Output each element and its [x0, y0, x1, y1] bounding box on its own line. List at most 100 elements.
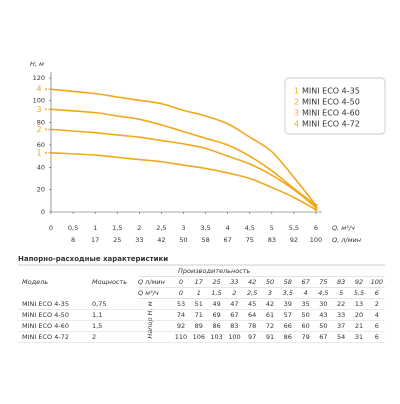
- group-header: Производительность: [178, 267, 251, 275]
- q-m3h: 4: [304, 289, 308, 297]
- end-dot: [314, 208, 318, 212]
- x2-tick-label: 58: [201, 236, 209, 244]
- model: MINI ECO 4-60: [22, 322, 69, 330]
- cell: 100: [228, 333, 240, 341]
- y-tick-label: 20: [37, 186, 45, 194]
- x2-tick-label: 75: [246, 236, 254, 244]
- cell: 67: [230, 311, 238, 319]
- q-m3h: 3,5: [283, 289, 293, 297]
- x-tick-label: 2,5: [156, 224, 166, 232]
- cell: 50: [301, 311, 309, 319]
- curve: [50, 128, 317, 209]
- model: MINI ECO 4-50: [22, 311, 69, 319]
- x-tick-label: 1: [93, 224, 97, 232]
- q-lmin-label: Q л/мин: [138, 278, 165, 286]
- x-tick-label: 5: [270, 224, 274, 232]
- x-tick-label: 0,5: [68, 224, 78, 232]
- x2-tick-label: 100: [310, 236, 322, 244]
- q-m3h: 1,5: [211, 289, 221, 297]
- y-tick-label: 100: [33, 96, 45, 104]
- legend-marker: 1: [294, 87, 299, 96]
- y-axis-label: H, м: [30, 60, 44, 68]
- cell: 51: [195, 300, 203, 308]
- model: MINI ECO 4-35: [22, 300, 69, 308]
- x2-tick-label: 50: [179, 236, 187, 244]
- curve: [50, 88, 317, 206]
- cell: 47: [230, 300, 238, 308]
- cell: 13: [355, 300, 363, 308]
- cell: 79: [301, 333, 309, 341]
- cell: 57: [284, 311, 292, 319]
- y-tick-label: 80: [37, 119, 45, 127]
- cell: 110: [175, 333, 187, 341]
- x2-tick-label: 8: [71, 236, 75, 244]
- cell: 60: [301, 322, 309, 330]
- cell: 67: [319, 333, 327, 341]
- cell: 89: [195, 322, 203, 330]
- x-tick-label: 4: [226, 224, 230, 232]
- x2-tick-label: 67: [224, 236, 232, 244]
- q-lmin: 100: [371, 278, 383, 286]
- cell: 33: [337, 311, 345, 319]
- cell: 49: [212, 300, 220, 308]
- y-tick-label: 60: [37, 141, 45, 149]
- curve-marker: 2: [36, 125, 41, 134]
- x-tick-label: 5,5: [289, 224, 299, 232]
- q-lmin: 25: [212, 278, 220, 286]
- table-title: Напорно-расходные характеристики: [18, 255, 168, 263]
- x2-tick-label: 83: [268, 236, 276, 244]
- cell: 54: [337, 333, 345, 341]
- cell: 31: [355, 333, 363, 341]
- cell: 97: [248, 333, 256, 341]
- x-tick-label: 2: [137, 224, 141, 232]
- q-lmin: 50: [266, 278, 274, 286]
- q-m3h: 2,5: [247, 289, 257, 297]
- model: MINI ECO 4-72: [22, 333, 69, 341]
- y-tick-label: 0: [41, 208, 45, 216]
- q-lmin: 58: [284, 278, 292, 286]
- q-m3h: 0: [179, 289, 183, 297]
- end-dot: [314, 206, 318, 210]
- cell: 74: [177, 311, 185, 319]
- cell: 69: [212, 311, 220, 319]
- q-lmin: 33: [230, 278, 238, 286]
- cell: 83: [230, 322, 238, 330]
- curve: [50, 152, 317, 211]
- legend-marker: 3: [294, 109, 299, 118]
- cell: 4: [375, 311, 379, 319]
- cell: 66: [284, 322, 292, 330]
- q-lmin: 75: [319, 278, 327, 286]
- cell: 6: [375, 333, 379, 341]
- power: 1,1: [92, 311, 102, 319]
- x-tick-label: 0: [49, 224, 53, 232]
- legend-box: [284, 77, 386, 135]
- legend-label: MINI ECO 4-72: [302, 120, 360, 129]
- q-m3h: 1: [197, 289, 201, 297]
- q-m3h: 6: [375, 289, 379, 297]
- cell: 72: [266, 322, 274, 330]
- cell: 91: [266, 333, 274, 341]
- x2-tick-label: 92: [290, 236, 298, 244]
- cell: 45: [248, 300, 256, 308]
- col-power: Мощность: [92, 278, 127, 286]
- curve-marker: 1: [36, 148, 41, 157]
- q-m3h: 2: [232, 289, 236, 297]
- legend-label: MINI ECO 4-50: [302, 98, 360, 107]
- x2-tick-label: 33: [135, 236, 143, 244]
- q-m3h-label: Q м³/ч: [138, 289, 159, 297]
- legend-label: MINI ECO 4-35: [302, 87, 360, 96]
- q-m3h: 3: [268, 289, 272, 297]
- cell: 86: [212, 322, 220, 330]
- cell: 78: [248, 322, 256, 330]
- cell: 2: [375, 300, 379, 308]
- x2-axis-label: Q, л/мин: [332, 236, 361, 244]
- power: 2: [92, 333, 96, 341]
- power: 1,5: [92, 322, 102, 330]
- cell: 43: [319, 311, 327, 319]
- q-m3h: 5,5: [354, 289, 364, 297]
- cell: 103: [210, 333, 222, 341]
- x-tick-label: 3,5: [200, 224, 210, 232]
- curve-marker: 4: [36, 85, 41, 94]
- curve: [50, 108, 317, 206]
- legend-label: MINI ECO 4-60: [302, 109, 360, 118]
